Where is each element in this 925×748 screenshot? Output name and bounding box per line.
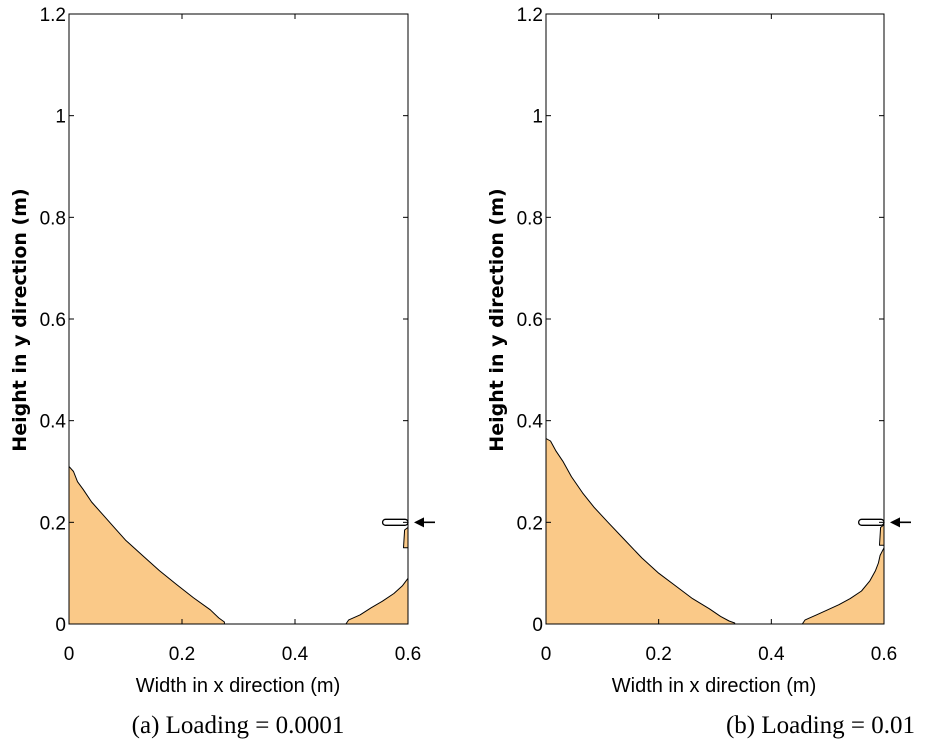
x-axis-label: Width in x direction (m) (136, 675, 341, 697)
y-tick-label: 0.4 (40, 412, 67, 433)
y-tick-label: 0.4 (517, 412, 544, 433)
y-axis-label: Height in y direction (m) (486, 188, 508, 451)
filled-region-1 (345, 577, 409, 625)
y-tick-label: 1.2 (40, 5, 66, 26)
x-tick-label: 0.4 (758, 644, 785, 665)
filled-region-0 (545, 438, 736, 625)
x-tick-label: 0.4 (282, 644, 309, 665)
y-tick-label: 0.2 (517, 513, 543, 534)
inlet-arrow-head (890, 517, 900, 528)
filled-region-0 (68, 465, 225, 625)
y-tick-label: 0.8 (40, 208, 66, 229)
x-tick-label: 0.6 (871, 644, 897, 665)
axes-frame (68, 13, 409, 625)
y-tick-label: 0 (55, 615, 66, 636)
x-tick-label: 0 (541, 644, 552, 665)
caption: (b) Loading = 0.01 (726, 712, 915, 739)
y-tick-label: 1 (55, 107, 66, 128)
y-tick-label: 0.8 (517, 208, 543, 229)
y-tick-label: 0.2 (40, 513, 66, 534)
x-tick-label: 0.2 (169, 644, 195, 665)
y-tick-label: 0.6 (40, 310, 66, 331)
y-axis-label: Height in y direction (m) (9, 188, 31, 451)
y-tick-label: 1.2 (517, 5, 543, 26)
filled-region-2 (879, 524, 885, 546)
y-tick-label: 0.6 (517, 310, 543, 331)
x-axis-label: Width in x direction (m) (612, 675, 817, 697)
x-tick-label: 0.6 (395, 644, 421, 665)
panel-b: Height in y direction (m) Width in x dir… (486, 5, 915, 739)
x-tick-label: 0 (64, 644, 75, 665)
x-tick-label: 0.2 (645, 644, 671, 665)
caption: (a) Loading = 0.0001 (132, 712, 345, 739)
panel-a: Height in y direction (m) Width in x dir… (9, 5, 435, 739)
filled-region-1 (801, 547, 885, 625)
y-tick-label: 1 (532, 107, 543, 128)
y-tick-label: 0 (532, 615, 543, 636)
inlet-arrow-head (414, 517, 424, 528)
filled-region-2 (403, 526, 409, 549)
